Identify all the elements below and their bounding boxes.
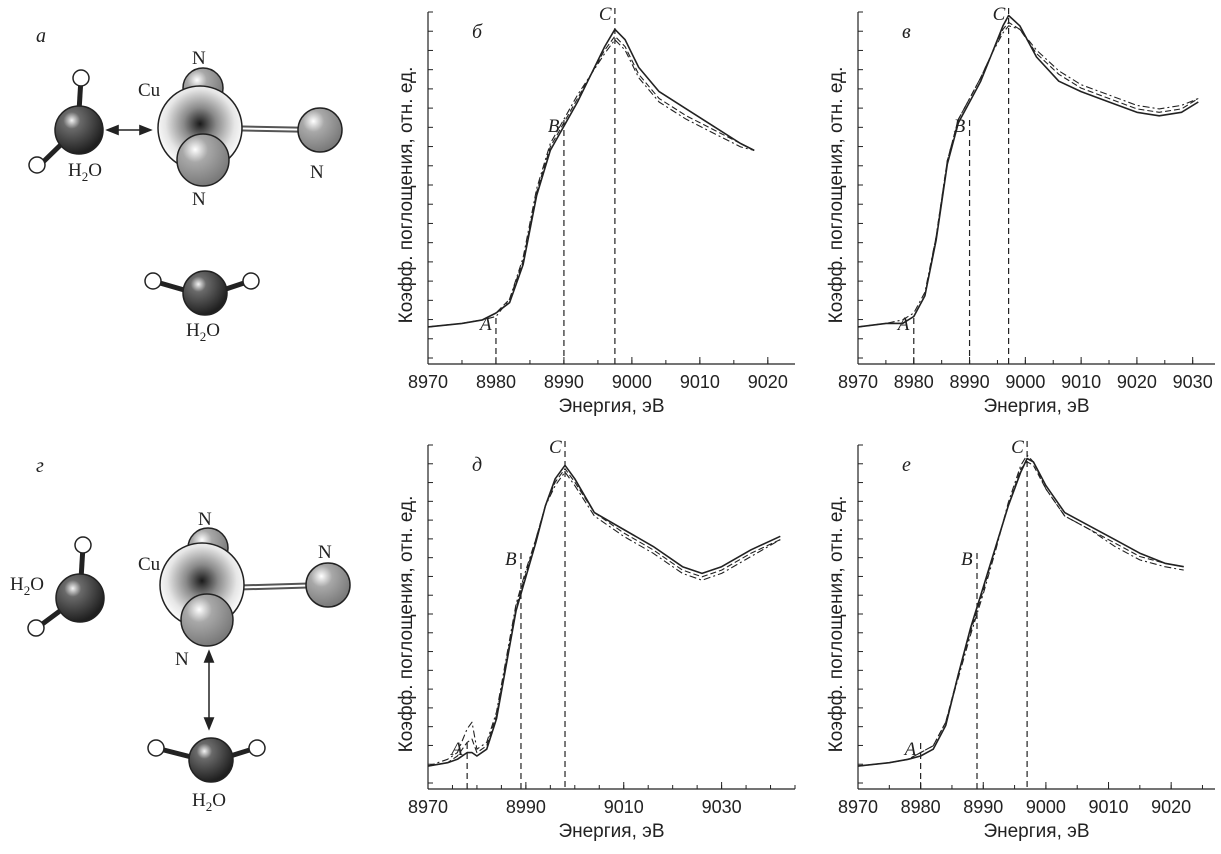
n-label: N bbox=[192, 189, 206, 210]
y-axis-title: Коэфф. поглощения, отн. ед. bbox=[396, 496, 417, 753]
cu-label: Cu bbox=[138, 80, 161, 101]
point-label-C: C bbox=[993, 4, 1006, 25]
x-tick-label: 9020 bbox=[1117, 372, 1157, 392]
x-tick-label: 9000 bbox=[1026, 797, 1066, 817]
x-tick-label: 9000 bbox=[612, 372, 652, 392]
x-tick-label: 8990 bbox=[544, 372, 584, 392]
x-tick-label: 8980 bbox=[894, 372, 934, 392]
chart-panel-3: 8970 8980 8990 9000 9010 9020 Энергия, эВ Коэфф… bbox=[826, 437, 1215, 842]
hydrogen-atom bbox=[28, 156, 46, 174]
x-axis-title: Энергия, эВ bbox=[983, 396, 1089, 417]
oxygen-atom bbox=[188, 737, 234, 783]
nitrogen-atom bbox=[297, 107, 343, 153]
water-label: H2O bbox=[192, 790, 226, 814]
panel-label: б bbox=[472, 21, 483, 43]
x-tick-label: 8990 bbox=[506, 797, 546, 817]
panel-label: д bbox=[472, 454, 482, 476]
x-tick-label: 8970 bbox=[838, 372, 878, 392]
oxygen-atom bbox=[54, 105, 104, 155]
series-line-solid bbox=[857, 14, 1199, 328]
series-line-dashed bbox=[857, 21, 1199, 328]
n-label: N bbox=[192, 48, 206, 69]
oxygen-atom bbox=[182, 270, 228, 316]
x-tick-label: 8980 bbox=[901, 797, 941, 817]
y-axis-title: Коэфф. поглощения, отн. ед. bbox=[396, 67, 417, 324]
x-axis-title: Энергия, эВ bbox=[983, 821, 1089, 842]
molecule-diagram-a: а H2O N Cu N N H2O bbox=[28, 25, 343, 344]
point-label-B: B bbox=[961, 549, 973, 570]
point-label-C: C bbox=[549, 437, 562, 458]
x-tick-label: 9020 bbox=[1151, 797, 1191, 817]
x-tick-label: 8970 bbox=[838, 797, 878, 817]
series-line-dashed bbox=[427, 468, 781, 767]
molecule-diagram-g: г H2O N Cu N N H2O bbox=[10, 455, 351, 814]
hydrogen-atom bbox=[72, 69, 90, 87]
x-tick-label: 8980 bbox=[476, 372, 516, 392]
series-line-solid bbox=[857, 457, 1184, 767]
hydrogen-atom bbox=[27, 619, 45, 637]
y-axis-title: Коэфф. поглощения, отн. ед. bbox=[826, 496, 847, 753]
series-line-dashed bbox=[427, 35, 755, 328]
chart-panel-0: 8970 8980 8990 9000 9010 9020 Энергия, эВ Коэфф… bbox=[396, 4, 795, 417]
point-label-C: C bbox=[599, 4, 612, 25]
hydrogen-atom bbox=[147, 739, 165, 757]
hydrogen-atom bbox=[248, 739, 266, 757]
point-label-A: A bbox=[478, 314, 492, 335]
hydrogen-atom bbox=[74, 536, 92, 554]
x-tick-label: 9020 bbox=[748, 372, 788, 392]
n-label: N bbox=[310, 162, 324, 183]
nitrogen-atom bbox=[176, 133, 230, 187]
panel-label: в bbox=[902, 21, 911, 43]
x-tick-label: 9010 bbox=[1061, 372, 1101, 392]
n-label: N bbox=[175, 649, 189, 670]
water-label: H2O bbox=[10, 574, 44, 598]
x-tick-label: 9030 bbox=[1173, 372, 1213, 392]
nitrogen-atom bbox=[180, 593, 234, 647]
x-tick-label: 9010 bbox=[604, 797, 644, 817]
hydrogen-atom bbox=[242, 272, 260, 290]
series-line-solid bbox=[427, 464, 781, 767]
point-label-C: C bbox=[1011, 437, 1024, 458]
x-tick-label: 9030 bbox=[702, 797, 742, 817]
x-tick-label: 9010 bbox=[680, 372, 720, 392]
hydrogen-atom bbox=[144, 272, 162, 290]
point-label-A: A bbox=[903, 739, 917, 760]
point-label-B: B bbox=[505, 549, 517, 570]
y-axis-title: Коэфф. поглощения, отн. ед. bbox=[826, 67, 847, 324]
x-axis-title: Энергия, эВ bbox=[558, 396, 664, 417]
water-label: H2O bbox=[68, 160, 102, 184]
oxygen-atom bbox=[55, 573, 105, 623]
x-tick-label: 9010 bbox=[1089, 797, 1129, 817]
n-label: N bbox=[318, 542, 332, 563]
x-tick-label: 8970 bbox=[408, 372, 448, 392]
panel-label-a: а bbox=[36, 25, 46, 47]
series-line-dashdot bbox=[857, 25, 1199, 328]
nitrogen-atom bbox=[305, 562, 351, 608]
point-label-A: A bbox=[896, 314, 910, 335]
series-line-dashdot bbox=[427, 471, 781, 767]
panel-label: е bbox=[902, 454, 911, 476]
chart-panel-2: 8970 8990 9010 9030 Энергия, эВ Коэфф. поглощ… bbox=[396, 437, 796, 842]
series-line-dashed bbox=[857, 461, 1184, 767]
x-axis-title: Энергия, эВ bbox=[558, 821, 664, 842]
cu-label: Cu bbox=[138, 554, 161, 575]
series-line-dashdot bbox=[857, 454, 1184, 767]
series-line-dashdot bbox=[427, 39, 755, 328]
panel-label-g: г bbox=[36, 455, 44, 477]
charts: 8970 8980 8990 9000 9010 9020 Энергия, эВ Коэфф… bbox=[396, 4, 1215, 842]
point-label-A: A bbox=[449, 739, 463, 760]
x-tick-label: 9000 bbox=[1005, 372, 1045, 392]
n-label: N bbox=[198, 509, 212, 530]
chart-panel-1: 8970 8980 8990 9000 9010 9020 9030 Энергия, эВ К… bbox=[826, 4, 1215, 417]
x-tick-label: 8970 bbox=[408, 797, 448, 817]
x-tick-label: 8990 bbox=[963, 797, 1003, 817]
x-tick-label: 8990 bbox=[950, 372, 990, 392]
water-label: H2O bbox=[186, 320, 220, 344]
